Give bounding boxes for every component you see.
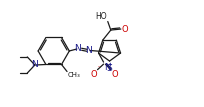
Text: -: -	[98, 64, 100, 69]
Text: N: N	[74, 45, 81, 54]
Text: O: O	[90, 70, 97, 80]
Text: S: S	[107, 64, 112, 73]
Text: O: O	[122, 25, 128, 34]
Text: N: N	[31, 60, 38, 69]
Text: O: O	[111, 70, 118, 80]
Text: N: N	[85, 46, 92, 55]
Text: HO: HO	[96, 12, 107, 21]
Text: CH₃: CH₃	[68, 72, 80, 78]
Text: +: +	[107, 62, 112, 67]
Text: N: N	[104, 63, 111, 72]
